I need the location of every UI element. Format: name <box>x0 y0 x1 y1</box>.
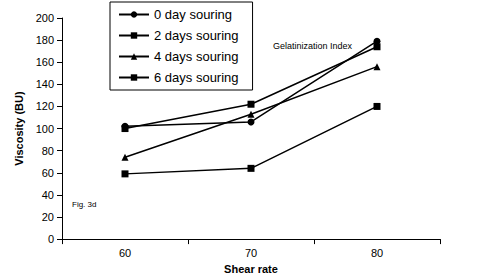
svg-text:140: 140 <box>36 78 54 90</box>
svg-text:80: 80 <box>371 247 383 259</box>
svg-text:40: 40 <box>42 189 54 201</box>
svg-text:60: 60 <box>119 247 131 259</box>
svg-text:70: 70 <box>245 247 257 259</box>
svg-text:0 day souring: 0 day souring <box>154 7 232 22</box>
svg-text:20: 20 <box>42 211 54 223</box>
svg-text:100: 100 <box>36 123 54 135</box>
svg-text:Gelatinization Index: Gelatinization Index <box>273 41 353 51</box>
svg-text:120: 120 <box>36 100 54 112</box>
svg-text:180: 180 <box>36 34 54 46</box>
svg-text:0: 0 <box>48 233 54 245</box>
svg-text:Viscosity (BU): Viscosity (BU) <box>13 91 25 166</box>
svg-text:80: 80 <box>42 145 54 157</box>
svg-text:6 days souring: 6 days souring <box>154 70 239 85</box>
svg-text:2 days souring: 2 days souring <box>154 28 239 43</box>
svg-text:Shear rate: Shear rate <box>224 263 278 275</box>
svg-text:160: 160 <box>36 56 54 68</box>
svg-text:60: 60 <box>42 167 54 179</box>
svg-text:4 days souring: 4 days souring <box>154 49 239 64</box>
svg-text:Fig. 3d: Fig. 3d <box>72 200 96 209</box>
svg-text:200: 200 <box>36 12 54 24</box>
